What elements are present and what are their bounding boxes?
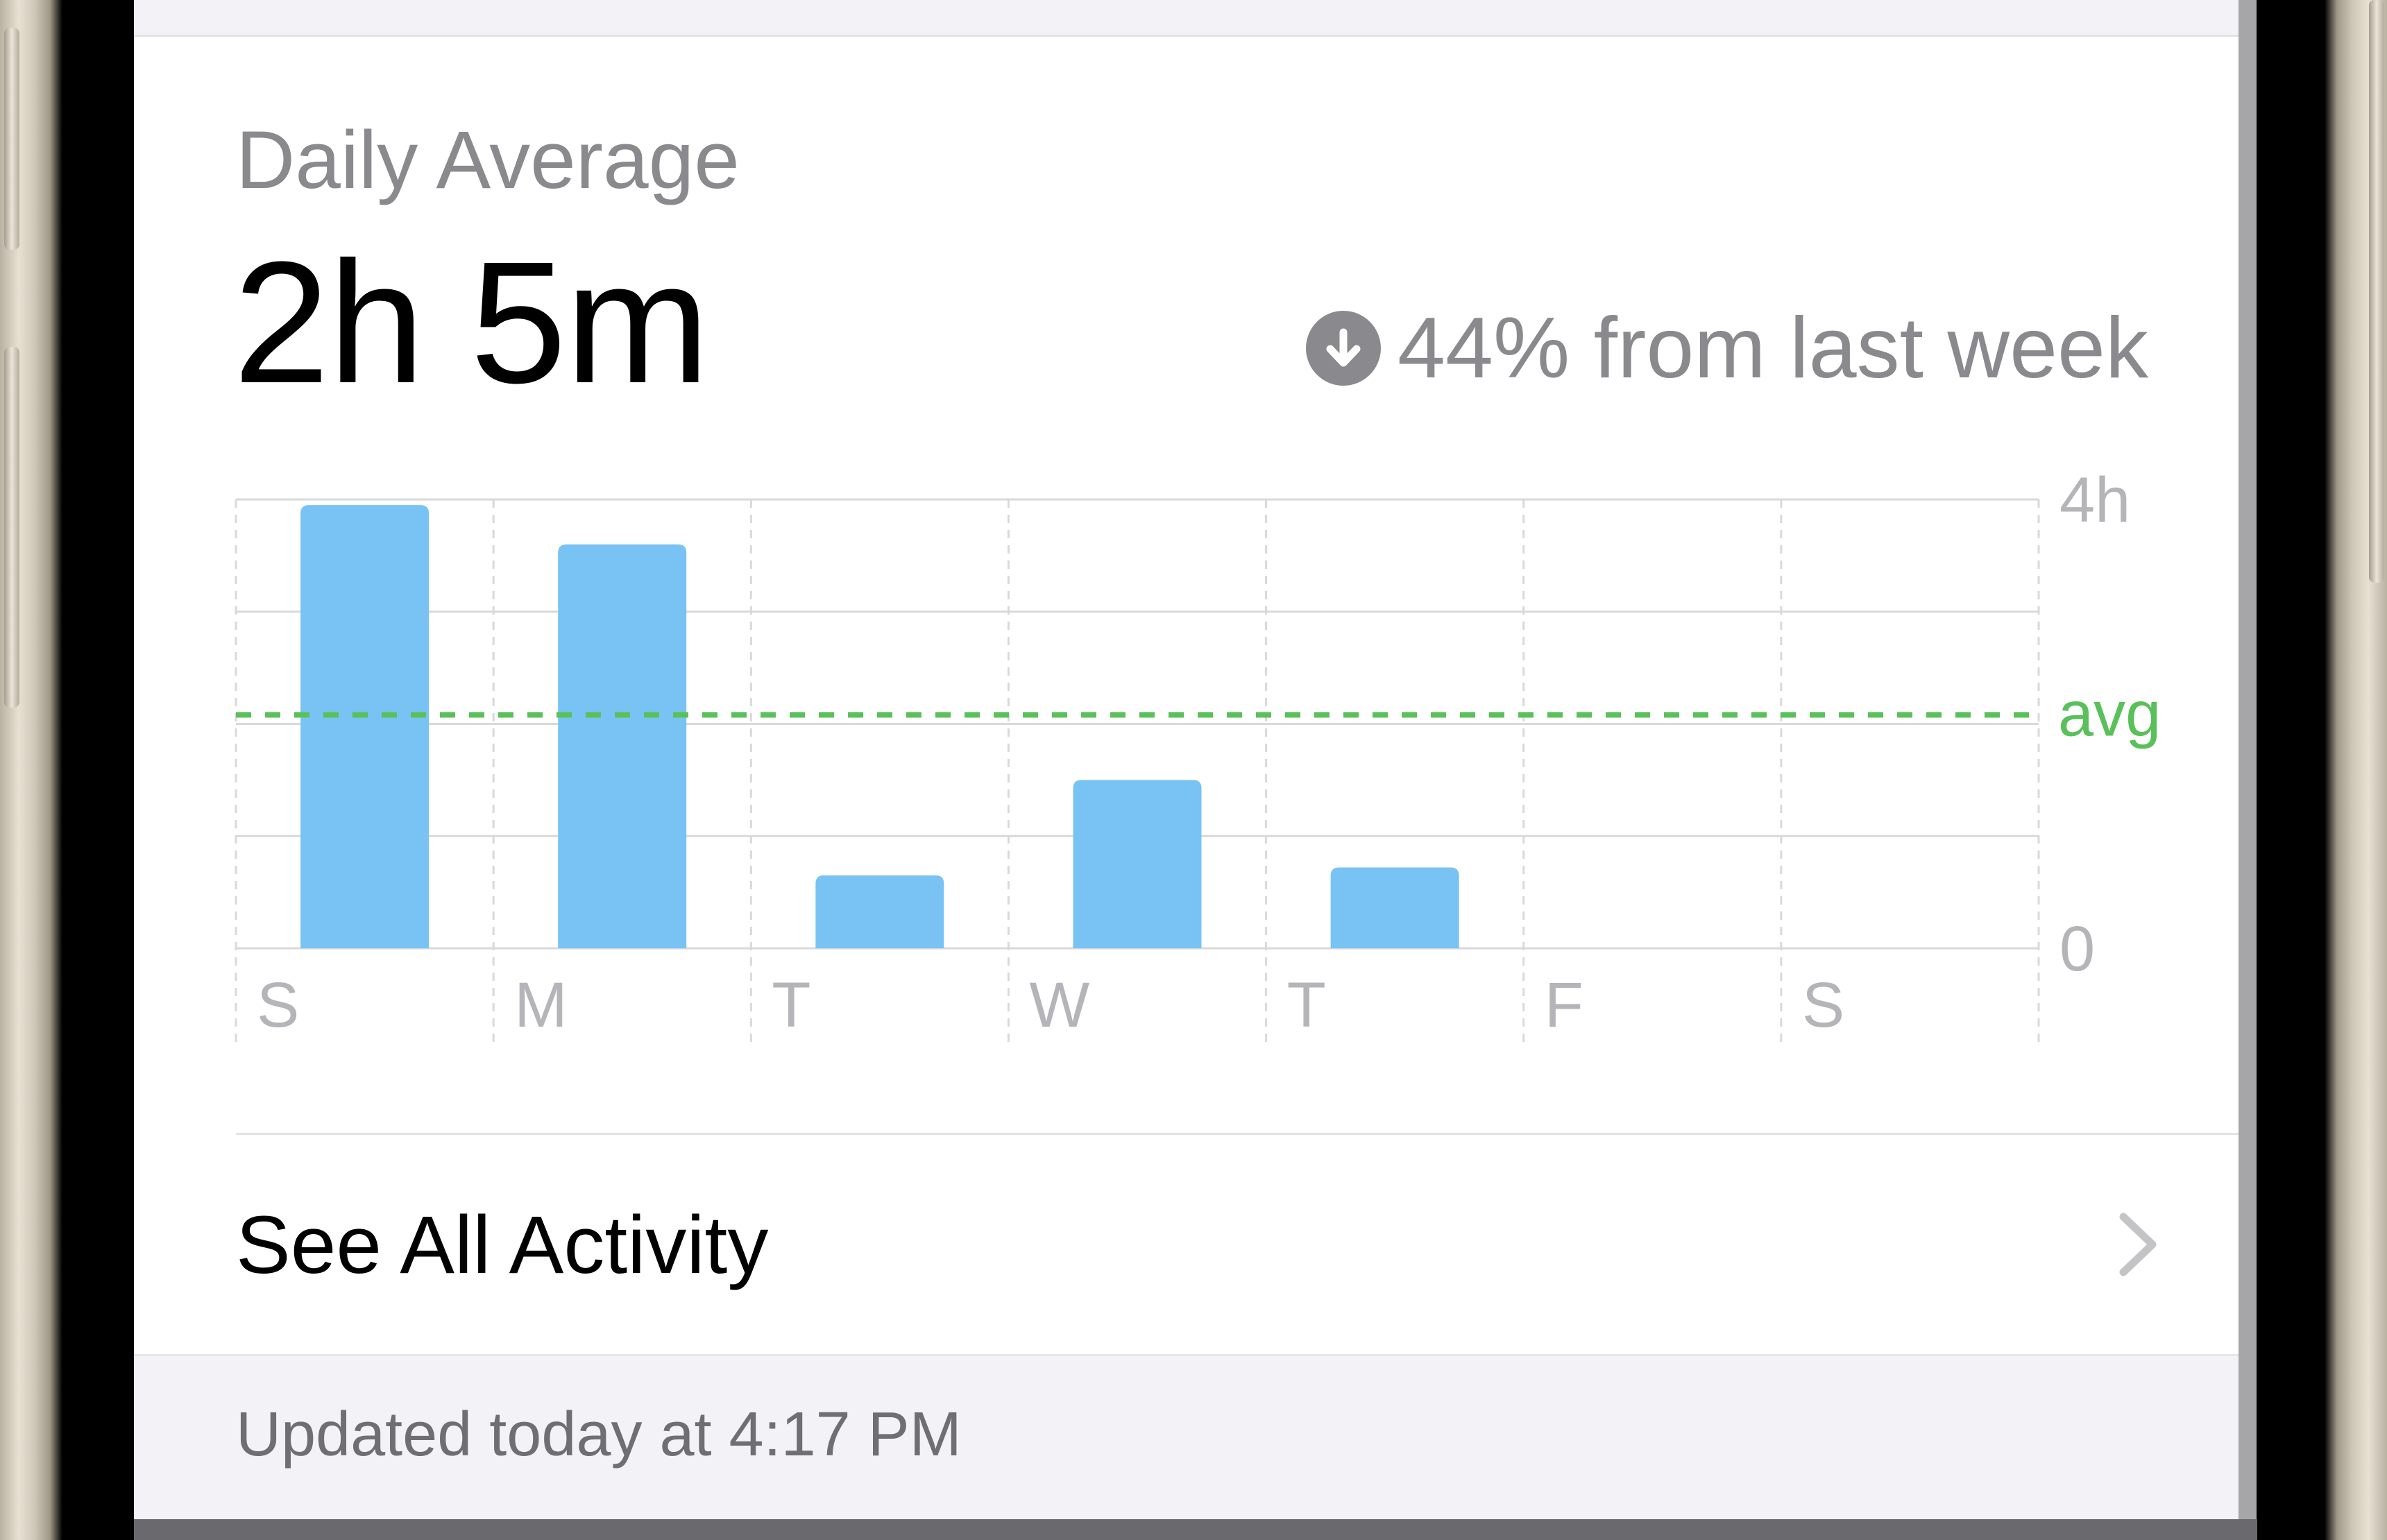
updated-timestamp: Updated today at 4:17 PM <box>236 1400 962 1469</box>
y-tick-label-top: 4h <box>2059 472 2130 536</box>
weekly-change: 44% from last week <box>1306 305 2148 391</box>
section-top-strip <box>134 0 2239 37</box>
volume-down-button <box>4 347 19 708</box>
see-all-activity-label: See All Activity <box>236 1199 769 1291</box>
chevron-right-icon <box>2119 1213 2157 1276</box>
daily-average-value: 2h 5m <box>233 225 710 419</box>
bar-4 <box>1330 867 1459 948</box>
screen-time-card: Daily Average 2h 5m 44% from last week a… <box>134 0 2239 1519</box>
x-tick-label-3: W <box>1029 970 1089 1041</box>
device-frame-left <box>0 0 62 1540</box>
x-tick-label-1: M <box>514 970 568 1041</box>
bezel-right <box>2257 0 2325 1540</box>
bar-0 <box>300 505 430 948</box>
bezel-left <box>62 0 134 1540</box>
average-label: avg <box>2058 679 2161 750</box>
see-all-activity-button[interactable]: See All Activity <box>134 1135 2239 1354</box>
screen-bottom-edge <box>134 1519 2257 1540</box>
bar-3 <box>1073 780 1202 948</box>
bar-2 <box>815 875 944 948</box>
x-tick-label-5: F <box>1545 970 1583 1041</box>
volume-up-button <box>4 28 19 250</box>
screen-edge <box>2239 0 2257 1519</box>
divider <box>236 1133 2239 1135</box>
arrow-down-circle-icon <box>1306 311 1382 386</box>
x-tick-label-6: S <box>1802 970 1844 1041</box>
y-tick-label-bottom: 0 <box>2059 914 2095 984</box>
footer: Updated today at 4:17 PM <box>134 1354 2239 1519</box>
weekly-change-text: 44% from last week <box>1398 300 2148 396</box>
side-button <box>2369 0 2384 583</box>
x-tick-label-2: T <box>772 970 810 1041</box>
x-tick-label-0: S <box>257 970 299 1041</box>
usage-bar-chart[interactable]: avg 4h 0 S M T W T F S <box>134 472 2239 1068</box>
x-tick-label-4: T <box>1287 970 1326 1041</box>
daily-average-label: Daily Average <box>236 114 740 206</box>
bar-1 <box>558 544 687 948</box>
